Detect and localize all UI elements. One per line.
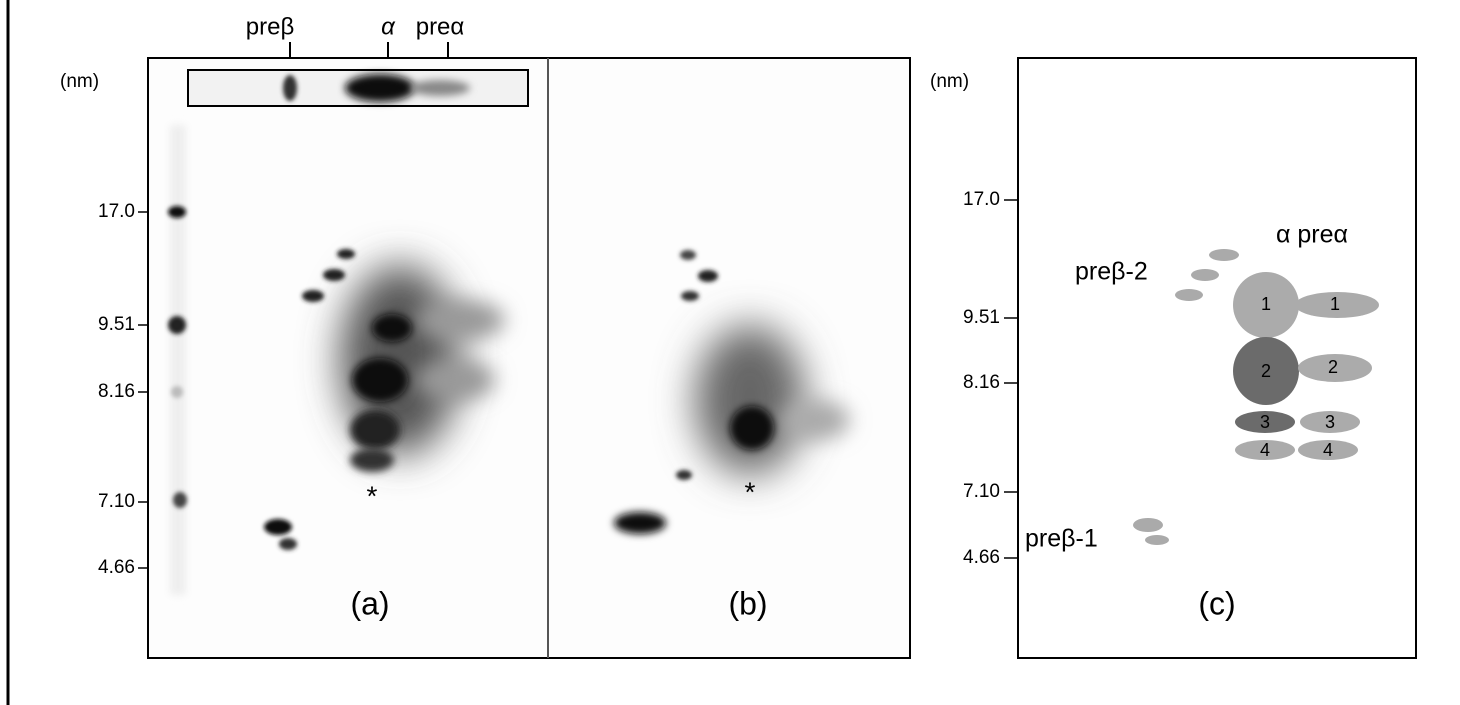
schematic-spot (1300, 411, 1360, 433)
spot (350, 448, 394, 472)
schematic-spot (1209, 249, 1239, 261)
header-label: α preα (1276, 221, 1348, 249)
spot (352, 358, 408, 402)
spot-cloud (695, 325, 805, 475)
spot (680, 250, 696, 260)
schematic-spot (1145, 535, 1169, 545)
unit-label: (nm) (60, 71, 99, 92)
schematic-small-spots (1133, 249, 1239, 545)
spot (264, 519, 292, 535)
lane-label: α (381, 13, 396, 40)
schematic-spot (1235, 440, 1295, 460)
spot (676, 470, 692, 480)
panel-label: (b) (728, 585, 767, 621)
spot-number: 4 (1260, 440, 1270, 460)
spot-cloud (415, 360, 495, 400)
group-label: preβ-2 (1075, 258, 1148, 286)
schematic-spot (1298, 440, 1358, 460)
spot-number: 4 (1323, 440, 1333, 460)
schematic-spot (1235, 411, 1295, 433)
size-label: 9.51 (98, 314, 135, 335)
lane-label: preα (416, 13, 465, 40)
schematic-spot (1191, 269, 1219, 281)
spot (730, 406, 774, 450)
gel-b-spots (614, 250, 850, 534)
size-label: 17.0 (963, 189, 1000, 210)
size-label: 8.16 (98, 381, 135, 402)
schematic-spot (1233, 272, 1299, 338)
spot (279, 538, 297, 550)
size-label: 4.66 (98, 557, 135, 578)
spot (302, 290, 324, 302)
asterisk: * (745, 476, 756, 507)
unit-label: (nm) (930, 71, 969, 92)
marker-spot (168, 316, 186, 334)
spot-cloud (780, 400, 850, 440)
marker-spot (168, 206, 186, 218)
strip-band (410, 80, 470, 96)
spot (681, 291, 699, 301)
size-label: 8.16 (963, 372, 1000, 393)
schematic-spot (1295, 292, 1379, 318)
lane-ticks (289, 42, 449, 58)
size-label: 7.10 (963, 481, 1000, 502)
strip-band (345, 74, 415, 102)
spot-number: 2 (1328, 357, 1338, 377)
size-label: 17.0 (98, 201, 135, 222)
spot (372, 314, 412, 342)
asterisk: * (367, 480, 378, 511)
lane-label: preβ (246, 13, 295, 40)
schematic-spot (1133, 518, 1163, 532)
spot (337, 249, 355, 259)
size-label: 4.66 (963, 547, 1000, 568)
strip-band (283, 75, 297, 101)
spot (350, 410, 400, 450)
spot-number: 1 (1330, 294, 1340, 314)
spot (698, 270, 718, 282)
schematic-spot (1175, 289, 1203, 301)
size-ticks (1004, 199, 1018, 559)
size-label: 7.10 (98, 491, 135, 512)
gel-a-spots (168, 125, 505, 595)
spot-number: 3 (1260, 412, 1270, 432)
spot-number: 1 (1261, 294, 1271, 314)
schematic-spot (1233, 337, 1299, 405)
schematic-spot (1298, 354, 1372, 382)
size-ticks (138, 211, 148, 569)
spot-number: 3 (1325, 412, 1335, 432)
marker-spot (171, 386, 183, 398)
size-label: 9.51 (963, 307, 1000, 328)
spot (323, 269, 345, 281)
spot-cloud (415, 300, 505, 340)
panel-label: (a) (350, 585, 389, 621)
marker-lane (170, 125, 186, 595)
panel-label: (c) (1198, 585, 1235, 621)
spot-number: 2 (1261, 361, 1271, 381)
group-label: preβ-1 (1025, 525, 1098, 553)
spot (614, 512, 666, 534)
schematic-spots (1233, 272, 1379, 460)
marker-spot (173, 492, 187, 508)
gel-frame (147, 57, 911, 659)
